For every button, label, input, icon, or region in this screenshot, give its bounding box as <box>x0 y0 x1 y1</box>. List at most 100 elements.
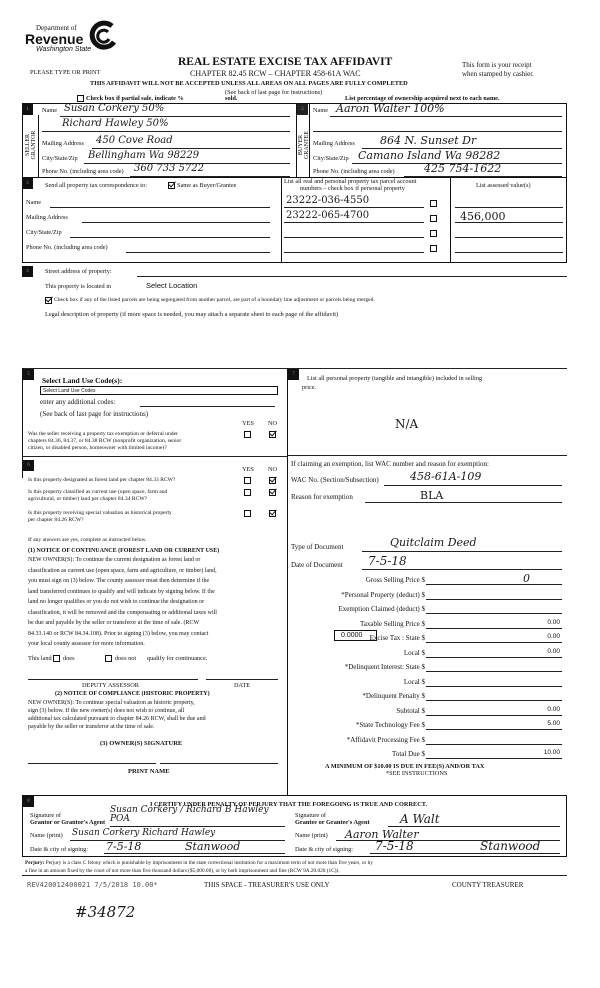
grantee-city[interactable]: Stanwood <box>480 839 541 853</box>
wac-value[interactable]: 458-61A-109 <box>410 470 482 483</box>
does-not-checkbox[interactable] <box>105 655 112 662</box>
grantor-name-label: Name (print) <box>30 832 63 839</box>
certification-section <box>22 795 567 857</box>
grantee-signature[interactable]: A Walt <box>400 812 440 826</box>
fee-value[interactable]: 0.00 <box>547 633 560 640</box>
parcel-number[interactable]: 23222-065-4700 <box>286 210 370 221</box>
underline <box>384 485 562 486</box>
grantor-city[interactable]: Stanwood <box>185 840 241 853</box>
fee-field[interactable] <box>426 598 562 600</box>
owner-signature-line-2[interactable] <box>160 763 278 764</box>
sold-label: sold. <box>225 95 238 102</box>
reason-label: Reason for exemption <box>291 493 353 501</box>
buyer-mailing[interactable]: 864 N. Sunset Dr <box>380 134 477 147</box>
corr-name-field[interactable] <box>50 207 270 208</box>
parcel-number-field[interactable] <box>284 222 424 223</box>
seller-mailing[interactable]: 450 Cove Road <box>96 135 173 146</box>
fee-value[interactable]: 10.00 <box>543 749 560 756</box>
personal-property-checkbox[interactable] <box>430 230 437 237</box>
personal-property-checkbox[interactable] <box>430 245 437 252</box>
personal-property-checkbox[interactable] <box>430 200 437 207</box>
if-yes-note: If any answers are yes, complete as inst… <box>28 537 147 543</box>
assessed-value-field[interactable] <box>455 222 563 223</box>
buyer-phone[interactable]: 425 754-1622 <box>424 162 502 175</box>
question-yes-checkbox[interactable] <box>244 510 251 517</box>
grantor-name-print[interactable]: Susan Corkery Richard Hawley <box>72 828 216 838</box>
assessed-value-field[interactable] <box>455 207 563 208</box>
fee-field[interactable] <box>426 656 562 658</box>
personal-property-value[interactable]: N/A <box>395 417 419 431</box>
personal-property-checkbox[interactable] <box>430 215 437 222</box>
seller-name-2[interactable]: Richard Hawley 50% <box>62 118 169 129</box>
print-name-label: PRINT NAME <box>128 768 170 775</box>
owner-signature-line[interactable] <box>28 763 156 764</box>
fee-field[interactable] <box>426 642 562 643</box>
fee-field[interactable] <box>426 671 562 672</box>
grantee-name-print[interactable]: Aaron Walter <box>345 828 419 841</box>
parcel-number-field[interactable] <box>284 252 424 253</box>
corr-city-field[interactable] <box>70 237 270 238</box>
segregated-checkbox[interactable] <box>45 297 52 304</box>
parcel-header-2: numbers – check box if personal property <box>300 185 405 192</box>
divider <box>22 875 567 876</box>
date-line[interactable] <box>206 679 278 680</box>
land-use-select[interactable]: Select Land Use Codes <box>40 386 278 395</box>
buyer-name-1[interactable]: Aaron Walter 100% <box>336 102 445 115</box>
buyer-city[interactable]: Camano Island Wa 98282 <box>358 149 501 162</box>
same-as-buyer-checkbox[interactable] <box>168 182 175 189</box>
partial-sale-label: Check box if partial sale, indicate % <box>86 95 184 102</box>
section-divider <box>450 177 451 263</box>
location-select[interactable]: Select Location <box>146 281 198 290</box>
fee-field[interactable] <box>426 714 562 716</box>
fee-field[interactable] <box>426 758 562 759</box>
assessed-value-field[interactable] <box>455 252 563 253</box>
send-to-label: Send all property tax correspondence to: <box>45 182 147 189</box>
fee-value[interactable]: 0 <box>523 572 530 585</box>
additional-codes-field[interactable] <box>140 406 275 407</box>
assessed-value[interactable]: 456,000 <box>460 210 506 223</box>
buyer-side-divider <box>309 103 310 178</box>
assessed-value-field[interactable] <box>455 237 563 238</box>
question-no-checkbox[interactable] <box>269 510 276 517</box>
seller-name-1[interactable]: Susan Corkery 50% <box>64 103 165 114</box>
notice-continuance-line: land no longer qualifies or you do not w… <box>28 599 205 605</box>
question-no-checkbox[interactable] <box>269 489 276 496</box>
seller-phone[interactable]: 360 733 5722 <box>134 163 204 174</box>
fee-field[interactable] <box>426 584 562 585</box>
fee-value[interactable]: 5.00 <box>547 720 560 727</box>
fee-field[interactable] <box>426 613 562 614</box>
deputy-assessor-line[interactable] <box>28 679 198 680</box>
corr-mailing-field[interactable] <box>82 222 270 223</box>
grantor-signature[interactable]: Susan Corkery / Richard B Hawley POA <box>110 805 269 824</box>
doc-date-value[interactable]: 7-5-18 <box>368 554 407 568</box>
seller-city[interactable]: Bellingham Wa 98229 <box>88 150 200 161</box>
grantee-date-city-label: Date & city of signing: <box>295 846 354 853</box>
buyer-side-label: BUYER GRANTEE <box>298 131 310 159</box>
street-address-field[interactable] <box>137 276 567 277</box>
fee-value[interactable]: 0.00 <box>547 647 560 655</box>
reason-value[interactable]: BLA <box>420 489 444 502</box>
question-yes-checkbox[interactable] <box>244 489 251 496</box>
question-yes-checkbox[interactable] <box>244 477 251 484</box>
corr-phone-field[interactable] <box>126 252 270 253</box>
fee-field[interactable] <box>426 743 562 745</box>
doc-type-value[interactable]: Quitclaim Deed <box>390 536 477 549</box>
fee-value[interactable]: 0.00 <box>547 618 560 626</box>
fee-field[interactable] <box>426 685 562 687</box>
grantor-date[interactable]: 7-5-18 <box>106 840 142 853</box>
does-checkbox[interactable] <box>53 655 60 662</box>
fee-value[interactable]: 0.00 <box>547 705 560 713</box>
fee-field[interactable] <box>426 627 562 629</box>
q1-yes-checkbox[interactable] <box>244 431 251 438</box>
parcel-number-field[interactable] <box>284 237 424 238</box>
partial-sale-checkbox[interactable] <box>77 95 84 102</box>
grantee-date[interactable]: 7-5-18 <box>375 839 414 853</box>
fee-field[interactable] <box>426 700 562 701</box>
q1-no-checkbox[interactable] <box>269 431 276 438</box>
question-no-checkbox[interactable] <box>269 477 276 484</box>
parcel-number-field[interactable] <box>284 207 424 208</box>
parcel-number[interactable]: 23222-036-4550 <box>286 195 370 206</box>
underline <box>92 148 290 149</box>
fee-field[interactable] <box>426 729 562 730</box>
notice-compliance-line: additional tax calculated pursuant to ch… <box>28 716 206 722</box>
